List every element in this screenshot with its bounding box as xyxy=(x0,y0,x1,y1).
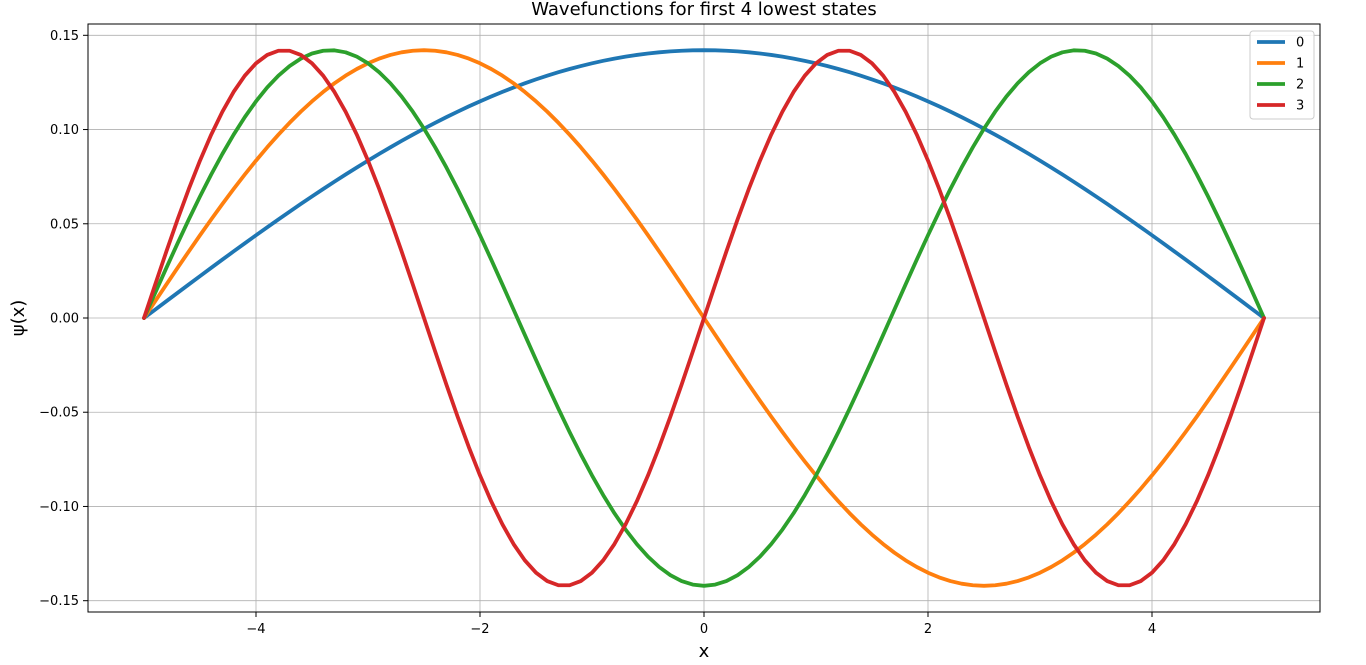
legend-box xyxy=(1249,30,1315,120)
y-tick-label: 0.10 xyxy=(50,123,79,138)
x-axis-label: x xyxy=(699,641,710,662)
legend: 0 1 2 3 xyxy=(1249,30,1315,120)
series-line-0 xyxy=(142,48,1266,320)
y-tick-label: −0.10 xyxy=(39,500,79,515)
y-tick-label: −0.15 xyxy=(39,594,79,609)
series-line-3 xyxy=(142,48,1266,588)
series-line-2 xyxy=(142,48,1266,588)
x-tick-label: 4 xyxy=(1148,622,1156,637)
x-tick-label: 0 xyxy=(700,622,708,637)
y-tick-label: −0.05 xyxy=(39,406,79,421)
legend-label: 2 xyxy=(1296,78,1304,93)
x-tick-label: −2 xyxy=(470,622,489,637)
x-tick-label: −4 xyxy=(246,622,265,637)
x-tick-label: 2 xyxy=(924,622,932,637)
chart-title: Wavefunctions for first 4 lowest states xyxy=(531,0,877,20)
y-tick-label: 0.15 xyxy=(50,29,79,44)
y-tick-label: 0.00 xyxy=(50,312,79,327)
y-axis-label: ψ(x) xyxy=(8,300,29,337)
legend-label: 0 xyxy=(1296,36,1304,51)
legend-label: 3 xyxy=(1296,99,1304,114)
y-axis-ticks: −0.15 −0.10 −0.05 0.00 0.05 0.10 0.15 xyxy=(39,29,88,609)
legend-label: 1 xyxy=(1296,57,1304,72)
y-tick-label: 0.05 xyxy=(50,217,79,232)
x-axis-ticks: −4 −2 0 2 4 xyxy=(246,612,1156,637)
series-lines xyxy=(142,48,1266,588)
